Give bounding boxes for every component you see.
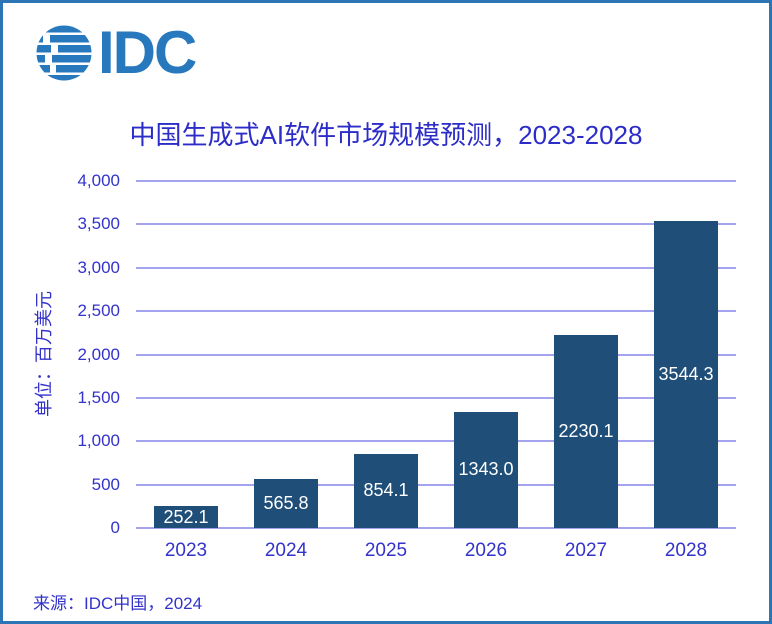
- x-tick-label-2026: 2026: [464, 540, 508, 561]
- gridline-2,500: [136, 310, 736, 313]
- bar-2028: 3544.3: [654, 220, 718, 528]
- bar-2024: 565.8: [254, 478, 318, 528]
- bar-slot-2025: 854.1: [336, 181, 436, 528]
- x-axis-labels: 2023 2024 2025 2026 2027 2028: [136, 540, 736, 562]
- gridline-2,000: [136, 353, 736, 356]
- bar-slot-2027: 2230.1: [536, 181, 636, 528]
- bar-value-label: 854.1: [363, 480, 409, 501]
- x-tick-label-2028: 2028: [664, 540, 708, 561]
- chart-title: 中国生成式AI软件市场规模预测，2023-2028: [129, 120, 643, 150]
- gridline-0: [136, 527, 736, 529]
- y-tick-label: 2,500: [77, 301, 120, 321]
- bar-series: 252.1 565.8 854.1 1343.0 2230.1 3544.3: [136, 181, 736, 528]
- idc-globe-icon: [36, 25, 92, 81]
- idc-logo: IDC: [35, 19, 197, 86]
- y-tick-label: 1,000: [77, 431, 120, 451]
- bar-2025: 854.1: [354, 453, 418, 528]
- bar-slot-2023: 252.1: [136, 181, 236, 528]
- bar-value-label: 252.1: [163, 506, 209, 527]
- gridline-3,500: [136, 223, 736, 226]
- bar-slot-2024: 565.8: [236, 181, 336, 528]
- source-note: 来源：IDC中国，2024: [33, 594, 203, 613]
- gridline-500: [136, 483, 736, 486]
- bar-value-label: 565.8: [263, 492, 309, 513]
- bar-2023: 252.1: [154, 506, 218, 528]
- bar-value-label: 1343.0: [458, 459, 514, 480]
- bar-slot-2028: 3544.3: [636, 181, 736, 528]
- gridline-1,000: [136, 440, 736, 443]
- y-tick-label: 3,500: [77, 214, 120, 234]
- gridline-3,000: [136, 266, 736, 269]
- y-tick-label: 0: [110, 518, 120, 537]
- gridline-1,500: [136, 396, 736, 399]
- bar-2027: 2230.1: [554, 334, 618, 528]
- bar-slot-2026: 1343.0: [436, 181, 536, 528]
- y-tick-label: 1,500: [77, 387, 120, 407]
- gridline-4,000: [136, 180, 736, 182]
- plot-area: 252.1 565.8 854.1 1343.0 2230.1 3544.3: [136, 180, 736, 529]
- x-tick-label-2023: 2023: [164, 540, 208, 561]
- x-tick-label-2027: 2027: [564, 540, 608, 561]
- idc-logo-text: IDC: [98, 19, 197, 86]
- y-tick-label: 500: [91, 474, 120, 494]
- bar-value-label: 3544.3: [658, 363, 714, 384]
- bar-2026: 1343.0: [454, 411, 518, 528]
- y-tick-label: 3,000: [77, 257, 120, 277]
- x-tick-label-2025: 2025: [364, 540, 408, 561]
- y-tick-label: 2,000: [77, 344, 120, 364]
- bar-value-label: 2230.1: [558, 420, 614, 441]
- y-axis-ticks: 0 500 1,000 1,500 2,000 2,500 3,000 3,500 4,000: [3, 171, 120, 537]
- x-tick-label-2024: 2024: [264, 540, 308, 561]
- y-tick-label: 4,000: [77, 171, 120, 190]
